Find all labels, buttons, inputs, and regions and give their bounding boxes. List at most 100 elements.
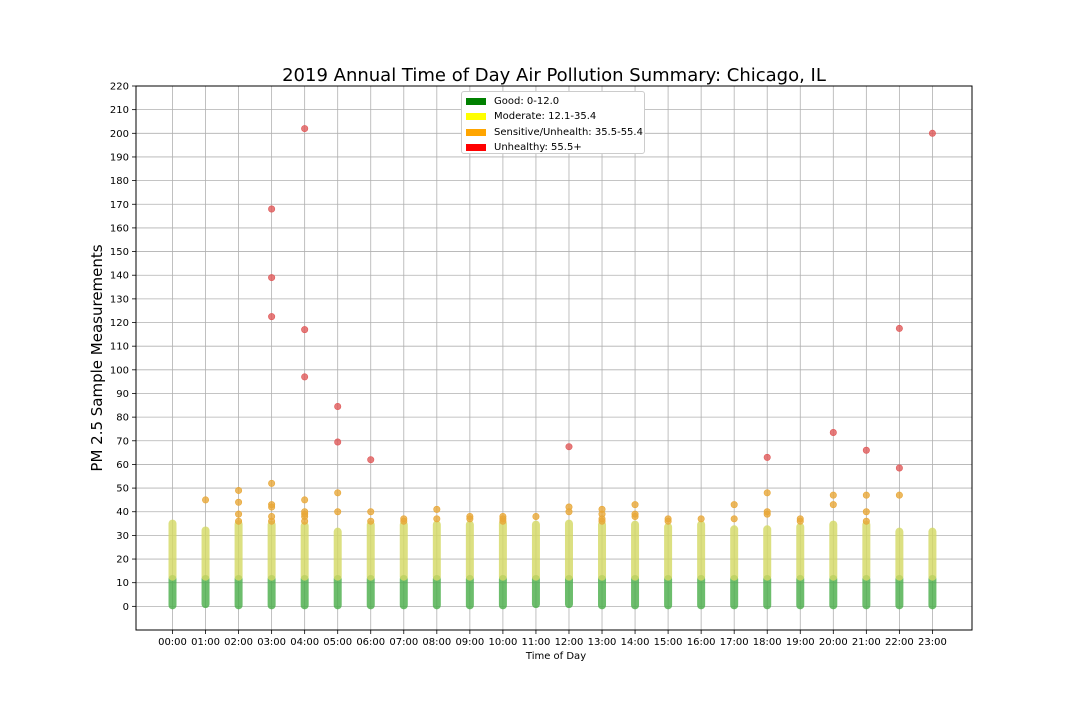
point-sensitive <box>895 491 903 499</box>
x-tick-label: 20:00 <box>819 637 848 648</box>
point-cluster-good <box>168 574 177 610</box>
point-unhealthy <box>268 274 276 282</box>
y-tick-label: 160 <box>110 223 129 234</box>
point-cluster-moderate <box>531 520 540 581</box>
x-tick-label: 00:00 <box>158 637 187 648</box>
point-sensitive <box>235 486 243 494</box>
point-sensitive <box>664 517 672 525</box>
point-unhealthy <box>895 464 903 472</box>
y-tick-label: 190 <box>110 152 129 163</box>
point-unhealthy <box>763 453 771 461</box>
point-cluster-good <box>598 574 607 610</box>
x-tick-label: 01:00 <box>191 637 220 648</box>
point-cluster-moderate <box>664 522 673 581</box>
point-cluster-moderate <box>234 520 243 581</box>
x-tick-label: 05:00 <box>323 637 352 648</box>
point-cluster-good <box>895 574 904 610</box>
x-tick-label: 21:00 <box>852 637 881 648</box>
point-sensitive <box>235 510 243 518</box>
point-cluster-moderate <box>796 522 805 581</box>
point-cluster-moderate <box>465 520 474 581</box>
point-sensitive <box>631 501 639 509</box>
legend-entry-sensitive: Sensitive/Unhealth: 35.5-55.4 <box>466 125 643 140</box>
point-unhealthy <box>268 313 276 321</box>
y-tick-label: 40 <box>116 507 129 518</box>
point-sensitive <box>301 496 309 504</box>
point-sensitive <box>730 515 738 523</box>
point-sensitive <box>400 517 408 525</box>
point-cluster-moderate <box>564 519 573 581</box>
point-sensitive <box>268 479 276 487</box>
point-sensitive <box>202 496 210 504</box>
point-sensitive <box>499 517 507 525</box>
point-cluster-moderate <box>333 527 342 581</box>
point-cluster-good <box>730 574 739 610</box>
x-tick-label: 22:00 <box>885 637 914 648</box>
point-cluster-good <box>399 574 408 610</box>
x-tick-label: 04:00 <box>290 637 319 648</box>
point-unhealthy <box>334 438 342 446</box>
y-tick-label: 80 <box>116 413 129 424</box>
point-sensitive <box>829 501 837 509</box>
point-unhealthy <box>829 429 837 437</box>
point-sensitive <box>862 517 870 525</box>
x-tick-label: 17:00 <box>720 637 749 648</box>
point-cluster-good <box>564 574 573 609</box>
y-tick-label: 220 <box>110 82 129 93</box>
point-cluster-good <box>300 574 309 610</box>
y-tick-label: 150 <box>110 247 129 258</box>
y-tick-label: 210 <box>110 105 129 116</box>
legend-label-sensitive: Sensitive/Unhealth: 35.5-55.4 <box>494 126 643 138</box>
x-tick-label: 03:00 <box>257 637 286 648</box>
y-tick-label: 30 <box>116 531 129 542</box>
point-cluster-good <box>862 574 871 610</box>
point-sensitive <box>565 508 573 516</box>
x-tick-label: 16:00 <box>687 637 716 648</box>
point-cluster-good <box>267 574 276 610</box>
point-sensitive <box>433 505 441 513</box>
y-tick-label: 170 <box>110 200 129 211</box>
x-tick-label: 09:00 <box>455 637 484 648</box>
point-cluster-moderate <box>928 527 937 581</box>
point-cluster-good <box>763 574 772 610</box>
point-cluster-moderate <box>763 525 772 581</box>
y-tick-label: 10 <box>116 578 129 589</box>
point-sensitive <box>268 517 276 525</box>
legend-entry-unhealthy: Unhealthy: 55.5+ <box>466 140 640 155</box>
legend-swatch-sensitive <box>466 128 486 136</box>
point-cluster-moderate <box>895 527 904 581</box>
point-cluster-good <box>664 574 673 610</box>
legend-swatch-moderate <box>466 113 486 121</box>
point-sensitive <box>532 512 540 520</box>
x-tick-label: 19:00 <box>786 637 815 648</box>
y-axis-label: PM 2.5 Sample Measurements <box>88 244 106 471</box>
x-tick-label: 06:00 <box>356 637 385 648</box>
point-unhealthy <box>268 205 276 213</box>
point-cluster-good <box>465 574 474 610</box>
point-cluster-good <box>333 574 342 610</box>
point-sensitive <box>268 503 276 511</box>
point-sensitive <box>730 501 738 509</box>
x-axis-ticks: 00:00 01:00 02:00 03:00 04:00 05:00 06:00 07:00… <box>158 630 947 648</box>
point-unhealthy <box>301 125 309 133</box>
legend-label-moderate: Moderate: 12.1-35.4 <box>494 111 597 123</box>
point-unhealthy <box>565 443 573 451</box>
point-cluster-good <box>796 574 805 610</box>
point-sensitive <box>862 491 870 499</box>
x-tick-label: 11:00 <box>522 637 551 648</box>
point-sensitive <box>367 508 375 516</box>
point-unhealthy <box>367 456 375 464</box>
point-cluster-moderate <box>399 520 408 581</box>
y-axis-ticks: 0 10 20 30 40 50 60 70 80 90 100 110 120 130 140 150 160… <box>110 82 136 613</box>
point-sensitive <box>235 498 243 506</box>
point-unhealthy <box>928 129 936 137</box>
point-sensitive <box>763 510 771 518</box>
y-tick-label: 200 <box>110 129 129 140</box>
point-cluster-good <box>432 574 441 610</box>
point-sensitive <box>598 517 606 525</box>
point-cluster-moderate <box>267 520 276 581</box>
y-tick-label: 140 <box>110 271 129 282</box>
point-cluster-moderate <box>829 520 838 581</box>
x-tick-label: 23:00 <box>918 637 947 648</box>
point-cluster-moderate <box>631 520 640 581</box>
